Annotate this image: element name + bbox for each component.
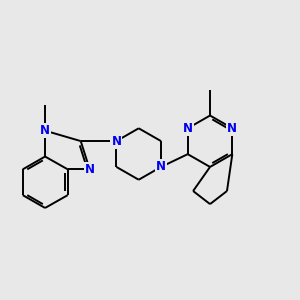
Text: N: N xyxy=(156,160,166,173)
Text: N: N xyxy=(40,124,50,137)
Text: N: N xyxy=(227,122,237,135)
Text: N: N xyxy=(183,122,193,135)
Text: N: N xyxy=(85,163,95,176)
Text: N: N xyxy=(111,135,122,148)
